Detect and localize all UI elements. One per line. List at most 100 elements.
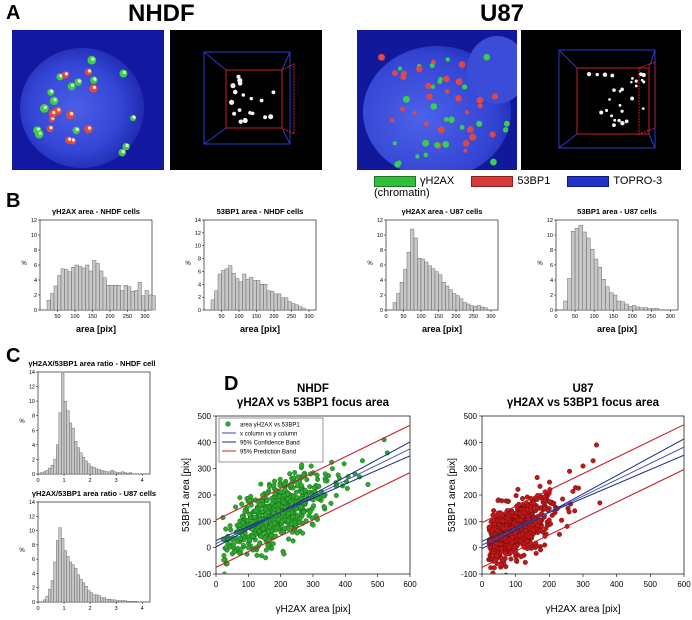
y-tick-label: 12 — [547, 218, 553, 224]
data-point — [308, 463, 314, 469]
data-point — [344, 485, 350, 491]
focus-core — [75, 127, 79, 132]
histogram-bar — [79, 578, 83, 603]
data-point — [509, 509, 515, 515]
histogram-bar — [74, 441, 78, 475]
data-point — [282, 525, 288, 531]
y-tick-label: 100 — [198, 517, 212, 526]
y-axis-label: 53BP1 area [pix] — [447, 458, 458, 532]
render-dot — [595, 72, 599, 77]
legend-label-topro3: TOPRO-3 (chromatin) — [374, 175, 663, 199]
x-axis-label: area [pix] — [422, 324, 462, 334]
render-dot — [232, 111, 237, 116]
y-tick-label: 8 — [32, 543, 35, 549]
data-point — [285, 518, 291, 524]
data-point — [570, 488, 576, 494]
histogram-bar — [81, 267, 86, 311]
focus-spot — [415, 154, 420, 159]
legend-entry: x column vs y column — [240, 432, 297, 438]
confidence-band-upper — [216, 441, 410, 548]
histogram-bar — [120, 290, 125, 311]
hist-h2ax-nhdf: γH2AX area - NHDF cells 0 2 4 6 8 10 12 50 100 150… — [21, 207, 156, 334]
histogram-bar — [601, 279, 606, 311]
histogram-bar — [410, 228, 415, 311]
render-dot — [236, 74, 241, 79]
x-tick-label: 250 — [123, 314, 132, 320]
y-tick-label: 6 — [32, 428, 35, 434]
focus-spot — [425, 82, 432, 89]
hist-ratio-u87: γH2AX/53BP1 area ratio - U87 cells 0 2 4 6 8 1… — [19, 489, 156, 612]
histogram-bar — [462, 302, 467, 311]
histogram-bar — [455, 295, 460, 311]
focus-spot — [477, 103, 483, 109]
y-tick-label: 4 — [32, 571, 35, 577]
data-point — [260, 526, 266, 532]
histogram-bar — [105, 598, 109, 603]
histogram-bar — [110, 599, 114, 603]
y-tick-label: 10 — [195, 244, 201, 250]
histogram-bar — [639, 307, 644, 311]
nhdf-title: NHDF — [128, 0, 195, 27]
histogram-bar — [102, 470, 106, 475]
histogram-bar — [87, 590, 91, 603]
x-tick-label: 0 — [480, 580, 485, 589]
data-point — [494, 553, 500, 559]
histogram-bar — [115, 472, 119, 475]
data-point — [295, 474, 301, 480]
data-point — [329, 466, 335, 472]
data-point — [524, 539, 530, 545]
y-tick-label: 0 — [473, 544, 478, 553]
focus-spot — [422, 139, 430, 147]
data-point — [495, 575, 500, 580]
data-point — [239, 501, 245, 507]
render-dot — [237, 80, 243, 86]
y-tick-label: 4 — [380, 278, 383, 284]
prediction-band-upper — [482, 424, 684, 524]
histogram-bar — [452, 293, 457, 311]
histogram-bar — [574, 228, 580, 311]
y-tick-label: 0 — [32, 600, 35, 606]
histogram-bar — [82, 582, 86, 603]
x-tick-label: 300 — [486, 314, 495, 320]
focus-core — [77, 79, 81, 83]
y-tick-label: 6 — [34, 263, 37, 269]
data-point — [294, 483, 300, 489]
histogram-bar — [113, 599, 117, 603]
histogram-bar — [130, 291, 135, 311]
render-dot — [610, 73, 615, 78]
x-axis-label: area [pix] — [240, 324, 280, 334]
histogram-bar — [92, 467, 96, 475]
histogram-bar — [71, 564, 75, 603]
histogram-bar — [597, 267, 602, 311]
y-tick-label: 10 — [29, 399, 35, 405]
x-tick-label: 100 — [242, 580, 256, 589]
y-tick-label: 14 — [29, 500, 35, 506]
histogram-bar — [148, 294, 153, 311]
histogram-bar — [50, 293, 55, 311]
histogram-bar — [632, 305, 637, 311]
focus-core — [93, 77, 97, 81]
histogram-bar — [60, 268, 65, 311]
x-tick-label: 400 — [339, 580, 353, 589]
panel-d-letter: D — [224, 373, 239, 395]
data-point — [286, 536, 292, 542]
x-tick-label: 500 — [644, 580, 658, 589]
data-point — [505, 498, 511, 504]
data-point — [580, 463, 586, 469]
data-point — [505, 515, 511, 521]
data-point — [254, 552, 260, 558]
histogram-bar — [128, 472, 132, 475]
hist-h2ax-u87: γH2AX area - U87 cells 0 2 4 6 8 10 12 0 50 100 150… — [367, 207, 499, 334]
histogram-bar — [586, 237, 591, 311]
data-point — [311, 485, 317, 491]
data-point — [560, 496, 566, 502]
histogram-bar — [100, 470, 104, 475]
y-tick-label: 4 — [34, 278, 37, 284]
data-point — [530, 527, 536, 533]
y-tick-label: 4 — [32, 443, 35, 449]
render-dot — [640, 78, 644, 82]
data-point — [237, 495, 243, 501]
u87-3d-render — [521, 30, 681, 170]
histogram-bar — [605, 286, 610, 311]
